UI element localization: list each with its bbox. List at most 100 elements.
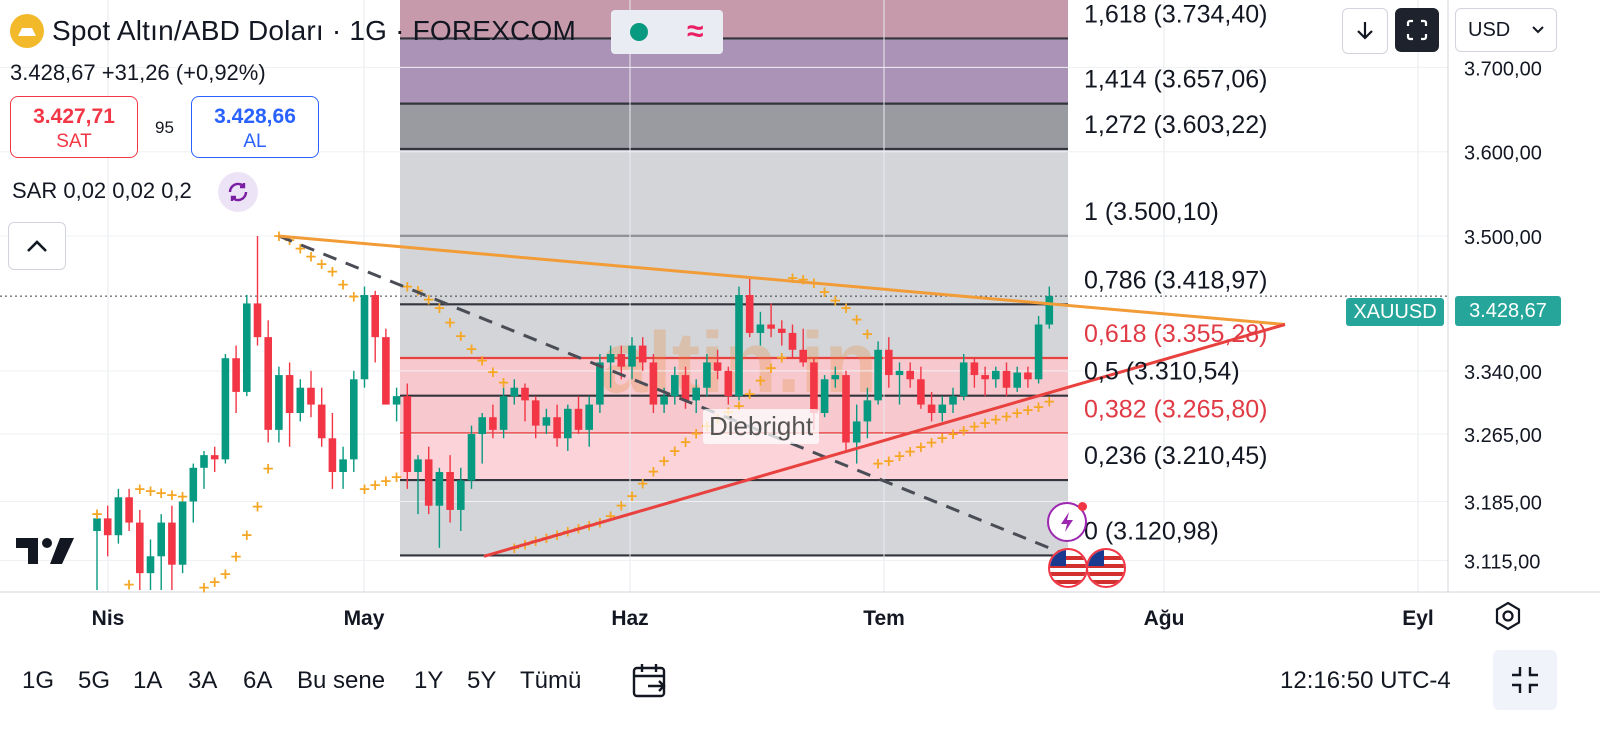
candle-body — [542, 417, 551, 426]
sar-dot: + — [123, 575, 136, 593]
candle-body — [756, 324, 765, 333]
candle-body — [703, 362, 711, 388]
range-button[interactable]: 1A — [133, 667, 163, 694]
sar-dot: + — [294, 239, 307, 257]
price-scale-label: 3.265,00 — [1464, 425, 1542, 447]
us-flag-icon[interactable] — [1048, 548, 1088, 588]
range-button[interactable]: Tümü — [520, 667, 582, 694]
calendar-icon[interactable] — [630, 662, 670, 705]
range-button[interactable]: 5G — [78, 667, 111, 694]
sar-dot: + — [679, 433, 692, 451]
sar-dot: + — [465, 340, 478, 358]
sar-dot: + — [647, 463, 660, 481]
range-button[interactable]: 1Y — [414, 667, 444, 694]
candle-body — [842, 375, 850, 443]
candle-body — [392, 396, 401, 405]
fib-band — [400, 149, 1068, 236]
resistance-trend-line — [277, 234, 1286, 326]
wave-icon: ≈ — [687, 15, 704, 48]
candle-body — [1034, 324, 1043, 380]
candle-body — [403, 396, 412, 472]
candle-body — [489, 417, 497, 430]
candle-body — [478, 417, 486, 435]
currency-select[interactable]: USD — [1455, 8, 1557, 52]
fib-label: 1,618 (3.734,40) — [1084, 0, 1267, 28]
candle-body — [200, 455, 208, 468]
candle-body — [788, 332, 797, 350]
candle-body — [692, 387, 700, 401]
candle-body — [724, 370, 733, 397]
candle-body — [467, 434, 476, 481]
candle-body — [93, 518, 101, 531]
settings-icon[interactable] — [1492, 600, 1524, 637]
candle-body — [1002, 370, 1011, 388]
market-status-toggle[interactable]: ≈ — [611, 10, 723, 54]
sar-dot: + — [947, 425, 960, 443]
candle-body — [339, 459, 347, 472]
price-scale: 3.700,00 3.600,00 3.500,00 3.340,00 3.265,00… — [1464, 58, 1542, 573]
fib-label: 0,786 (3.418,97) — [1084, 266, 1267, 294]
sar-dot: + — [476, 352, 489, 370]
candle-body — [713, 362, 722, 371]
sar-dot: + — [626, 487, 639, 505]
time-axis: Nis May Haz Tem Ağu Eyl — [92, 607, 1434, 630]
sar-dot: + — [198, 578, 211, 596]
spread-value: 95 — [155, 118, 174, 137]
candle-body — [178, 501, 187, 565]
candle-body — [671, 375, 679, 397]
candle-body — [424, 459, 433, 506]
candle-body — [820, 379, 829, 413]
candle-body — [906, 370, 914, 380]
fullscreen-exit-icon — [1512, 667, 1538, 693]
time-axis-label: Eyl — [1402, 607, 1434, 630]
symbol-price-tag: XAUUSD — [1346, 298, 1444, 326]
candle-body — [521, 387, 529, 401]
buy-button[interactable]: 3.428,66 AL — [191, 96, 319, 158]
sar-dot: + — [776, 348, 789, 366]
sync-icon[interactable] — [218, 172, 258, 212]
time-axis-label: Ağu — [1144, 607, 1185, 630]
sar-dot: + — [1032, 398, 1045, 416]
candle-body — [564, 408, 572, 439]
sar-dot: + — [979, 414, 992, 432]
candle-body — [874, 349, 882, 401]
symbol-header[interactable]: Spot Altın/ABD Doları · 1G · FOREXCOM — [10, 14, 576, 48]
candle-body — [927, 404, 936, 413]
expand-button[interactable] — [1395, 8, 1439, 52]
sell-button[interactable]: 3.427,71 SAT — [10, 96, 138, 158]
candle-body — [221, 358, 230, 460]
candle-body — [617, 354, 626, 367]
us-flag-icon[interactable] — [1086, 548, 1126, 588]
range-button[interactable]: Bu sene — [297, 667, 386, 694]
sar-dot: + — [615, 497, 628, 515]
download-button[interactable] — [1342, 8, 1388, 54]
candle-body — [232, 358, 240, 392]
sar-dot: + — [990, 411, 1003, 429]
lightning-alert-icon[interactable] — [1047, 502, 1087, 542]
clock[interactable]: 12:16:50 UTC-4 — [1280, 667, 1451, 694]
candle-body — [735, 295, 743, 397]
candle-body — [638, 345, 647, 363]
candle-body — [382, 337, 390, 405]
fib-label: 0,5 (3.310,54) — [1084, 358, 1240, 386]
candle-body — [275, 375, 283, 430]
watermark-credit: Diebright — [703, 409, 820, 444]
chevron-down-icon — [1532, 26, 1544, 34]
candle-body — [435, 472, 444, 506]
candle-body — [414, 459, 422, 472]
time-axis-label: Tem — [863, 607, 905, 630]
candle-body — [959, 362, 968, 397]
fullscreen-exit-button[interactable] — [1493, 650, 1557, 710]
tradingview-logo-icon[interactable] — [16, 536, 76, 571]
range-button[interactable]: 5Y — [467, 667, 497, 694]
candle-body — [553, 417, 561, 439]
range-button[interactable]: 6A — [243, 667, 273, 694]
collapse-legend-button[interactable] — [8, 222, 66, 270]
download-icon — [1357, 22, 1373, 40]
range-button[interactable]: 1G — [22, 667, 55, 694]
indicator-legend[interactable]: SAR 0,02 0,02 0,2 — [12, 178, 192, 203]
candle-body — [981, 375, 989, 380]
range-button[interactable]: 3A — [188, 667, 218, 694]
fib-band — [400, 0, 1068, 39]
last-price: 3.428,67 — [10, 60, 96, 85]
